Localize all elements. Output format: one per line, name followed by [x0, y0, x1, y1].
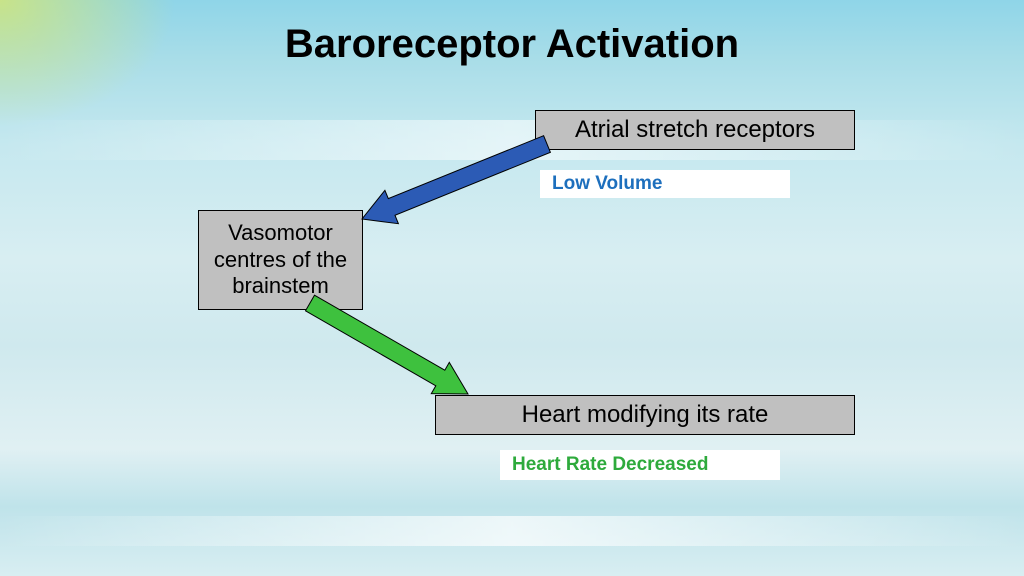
node-atrial-stretch-receptors: Atrial stretch receptors	[535, 110, 855, 150]
page-title: Baroreceptor Activation	[0, 22, 1024, 67]
arrows-layer	[0, 0, 1024, 576]
node-heart-modifying-rate: Heart modifying its rate	[435, 395, 855, 435]
label-low-volume: Low Volume	[540, 170, 790, 198]
node-heart-label: Heart modifying its rate	[522, 401, 769, 430]
label-heart-rate-decreased: Heart Rate Decreased	[500, 450, 780, 480]
node-vasomotor-centres: Vasomotor centres of the brainstem	[198, 210, 363, 310]
arrow-blue	[362, 136, 550, 224]
arrow-green	[306, 295, 469, 394]
node-vasomotor-label: Vasomotor centres of the brainstem	[214, 220, 347, 299]
node-atrial-label: Atrial stretch receptors	[575, 116, 815, 145]
